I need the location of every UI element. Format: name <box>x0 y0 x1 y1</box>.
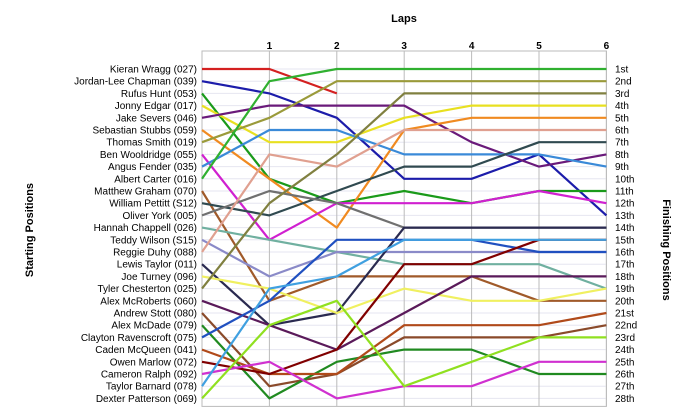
x-tick-label: 1 <box>267 41 273 52</box>
x-tick-label: 4 <box>469 41 475 52</box>
finish-label: 10th <box>615 174 634 185</box>
finish-label: 17th <box>615 260 634 271</box>
finish-label: 4th <box>615 101 629 112</box>
finish-label: 26th <box>615 370 634 381</box>
start-label: Hannah Chappell (026) <box>94 223 197 234</box>
finish-label: 8th <box>615 150 629 161</box>
start-label: Rufus Hunt (053) <box>121 89 197 100</box>
finish-label: 7th <box>615 138 629 149</box>
finish-label: 2nd <box>615 77 632 88</box>
start-label: Caden McQueen (041) <box>95 345 197 356</box>
series-line <box>201 67 607 180</box>
finish-label: 27th <box>615 382 634 393</box>
start-label: Owen Marlow (072) <box>110 357 197 368</box>
finish-label: 16th <box>615 248 634 259</box>
start-label: Alex McRoberts (060) <box>100 296 197 307</box>
finish-label: 23rd <box>615 333 635 344</box>
x-tick-label: 6 <box>604 41 610 52</box>
series-layer <box>201 67 608 400</box>
finish-label: 19th <box>615 284 634 295</box>
series-line <box>202 67 338 95</box>
finish-label: 13th <box>615 211 634 222</box>
start-label: Angus Fender (035) <box>108 162 197 173</box>
start-label: Jordan-Lee Chapman (039) <box>74 77 197 88</box>
series-line <box>201 141 607 217</box>
start-label: Taylor Barnard (078) <box>106 382 197 393</box>
finish-label: 3rd <box>615 89 629 100</box>
start-label: Ben Wooldridge (055) <box>100 150 197 161</box>
finish-label: 25th <box>615 357 634 368</box>
start-label: Lewis Taylor (011) <box>117 260 197 271</box>
start-label: Thomas Smith (019) <box>106 138 197 149</box>
start-label: Tyler Chesterton (025) <box>98 284 198 295</box>
start-label: Teddy Wilson (S15) <box>110 235 197 246</box>
start-label: Oliver York (005) <box>123 211 197 222</box>
start-label: Kieran Wragg (027) <box>110 65 197 76</box>
start-label: Sebastian Stubbs (059) <box>92 126 197 137</box>
finish-label: 12th <box>615 199 634 210</box>
series-line <box>201 104 607 168</box>
starting-position-labels: Kieran Wragg (027)Jordan-Lee Chapman (03… <box>74 65 197 405</box>
finish-label: 20th <box>615 296 634 307</box>
finish-label: 21st <box>615 309 634 320</box>
series-line <box>201 128 607 168</box>
series-line <box>201 299 607 400</box>
y2-axis-title: Finishing Positions <box>660 199 672 301</box>
start-label: Jonny Edgar (017) <box>115 101 197 112</box>
finish-label: 24th <box>615 345 634 356</box>
finish-label: 9th <box>615 162 629 173</box>
finish-label: 15th <box>615 235 634 246</box>
finishing-position-labels: 1st2nd3rd4th5th6th7th8th9th10th11th12th1… <box>615 65 637 405</box>
x-axis-title: Laps <box>391 13 417 25</box>
series-line <box>201 238 607 387</box>
finish-label: 14th <box>615 223 634 234</box>
finish-label: 5th <box>615 113 629 124</box>
finish-label: 11th <box>615 187 634 198</box>
start-label: William Pettitt (S12) <box>109 199 197 210</box>
x-tick-labels: 1 2 3 4 5 6 <box>267 41 610 52</box>
finish-label: 22nd <box>615 321 637 332</box>
finish-label: 28th <box>615 394 634 405</box>
y-axis-title: Starting Positions <box>24 182 36 278</box>
start-label: Reggie Duhy (088) <box>113 248 197 259</box>
start-label: Cameron Ralph (092) <box>101 370 197 381</box>
x-tick-label: 5 <box>536 41 542 52</box>
finish-label: 6th <box>615 126 629 137</box>
start-label: Joe Turney (096) <box>121 272 197 283</box>
finish-label: 18th <box>615 272 634 283</box>
start-label: Alex McDade (079) <box>111 321 197 332</box>
start-label: Dexter Patterson (069) <box>96 394 197 405</box>
series-line <box>201 104 607 144</box>
start-label: Andrew Stott (080) <box>114 309 197 320</box>
start-label: Clayton Ravenscroft (075) <box>81 333 197 344</box>
start-label: Matthew Graham (070) <box>94 187 197 198</box>
start-label: Albert Carter (016) <box>114 174 197 185</box>
series-line <box>201 92 607 290</box>
series-line <box>201 80 607 144</box>
start-label: Jake Severs (046) <box>116 113 197 124</box>
series-line <box>201 128 607 253</box>
x-tick-label: 2 <box>334 41 340 52</box>
series-line <box>201 324 607 400</box>
x-tick-label: 3 <box>401 41 407 52</box>
finish-label: 1st <box>615 65 629 76</box>
